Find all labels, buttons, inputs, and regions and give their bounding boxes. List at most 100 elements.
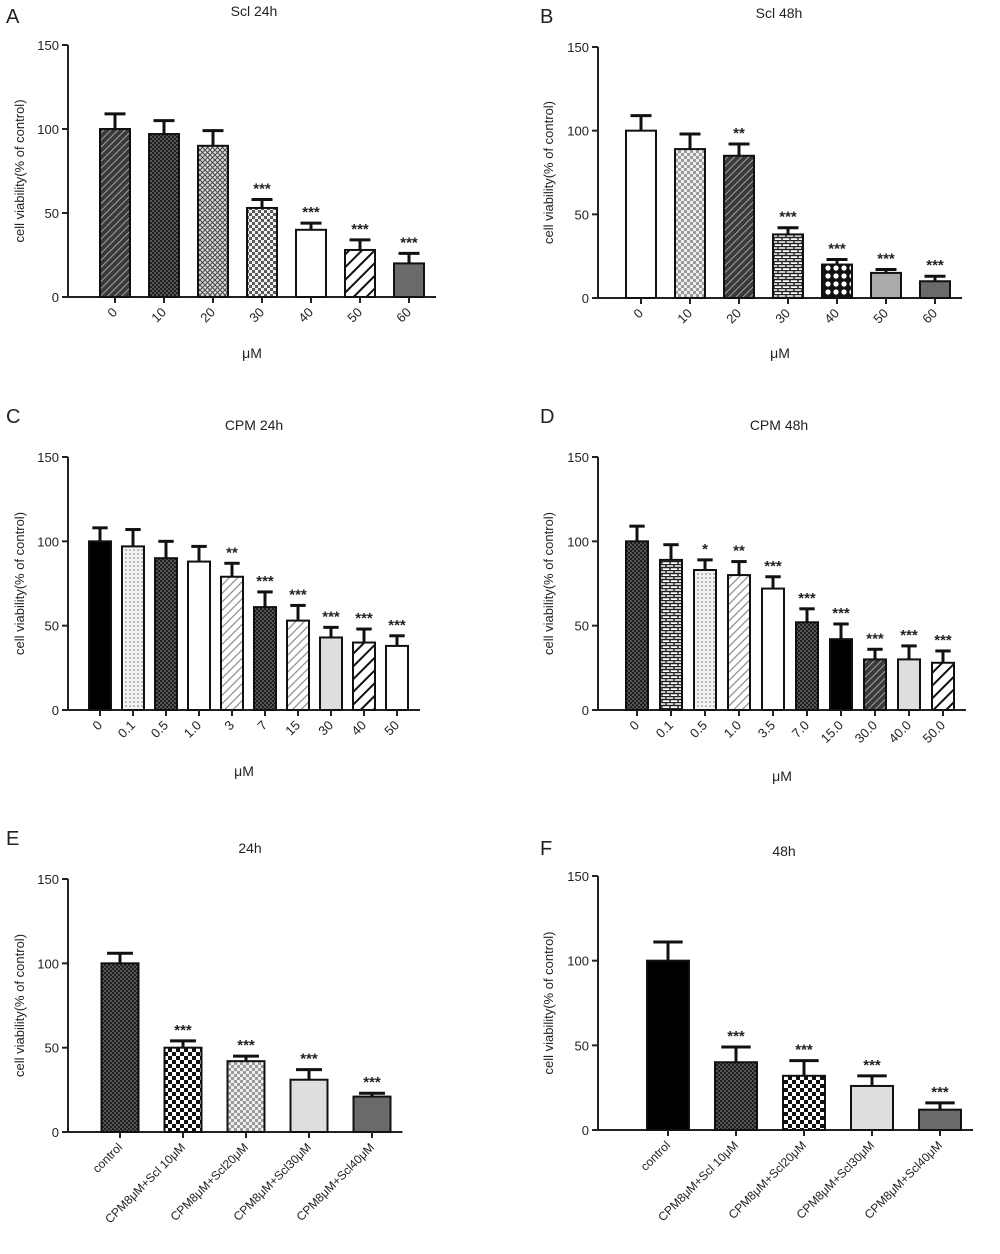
significance-label: ** xyxy=(733,543,745,560)
chart-title: Scl 24h xyxy=(231,3,278,19)
bar xyxy=(795,621,819,711)
bar xyxy=(88,540,112,711)
chart-title: 24h xyxy=(238,840,261,856)
x-tick-label: 50.0 xyxy=(920,718,949,747)
y-tick-label: 150 xyxy=(567,450,589,465)
x-tick-label: 50 xyxy=(381,718,402,739)
significance-label: ** xyxy=(226,544,238,561)
chart-panel-f: F 48h 0 50 100 150 cell viability(% of control… xyxy=(540,838,973,1224)
bar xyxy=(319,636,343,711)
bar xyxy=(659,558,683,711)
x-tick-label: 50 xyxy=(870,306,891,327)
significance-label: *** xyxy=(832,605,850,622)
bar xyxy=(100,962,140,1133)
significance-label: *** xyxy=(253,181,271,198)
y-tick-label: 0 xyxy=(52,290,59,305)
significance-label: *** xyxy=(289,586,307,603)
y-tick-label: 50 xyxy=(45,1041,59,1056)
bar xyxy=(163,1046,203,1133)
x-tick-label: 0 xyxy=(626,718,642,734)
significance-label: *** xyxy=(355,610,373,627)
significance-label: *** xyxy=(828,241,846,258)
x-tick-label: 3.5 xyxy=(755,718,778,741)
x-axis-label: μM xyxy=(772,768,792,784)
y-tick-label: 50 xyxy=(45,206,59,221)
x-tick-label: 0 xyxy=(630,306,646,322)
y-axis-label: cell viability(% of control) xyxy=(541,512,556,655)
bar xyxy=(918,1108,962,1132)
bar xyxy=(289,1078,329,1134)
chart-panel-d: D CPM 48h 0 50 100 150 cell viability(% of con… xyxy=(540,406,966,784)
x-tick-label: 30.0 xyxy=(852,718,881,747)
y-tick-label: 0 xyxy=(582,703,589,718)
bar xyxy=(352,641,376,711)
y-axis-label: cell viability(% of control) xyxy=(12,99,27,242)
x-tick-label: 30 xyxy=(772,306,793,327)
chart-title: 48h xyxy=(772,843,795,859)
significance-label: *** xyxy=(363,1074,381,1091)
y-tick-label: 100 xyxy=(567,124,589,139)
bar xyxy=(919,280,951,299)
bar xyxy=(761,587,785,711)
significance-label: ** xyxy=(733,125,745,142)
x-tick-label: 15.0 xyxy=(818,718,847,747)
significance-label: *** xyxy=(764,558,782,575)
significance-label: *** xyxy=(237,1037,255,1054)
bar xyxy=(246,206,278,299)
x-tick-label: 40 xyxy=(295,305,316,326)
x-tick-label: 40 xyxy=(348,718,369,739)
y-axis-label: cell viability(% of control) xyxy=(541,931,556,1074)
y-tick-label: 50 xyxy=(575,619,589,634)
x-tick-label: control xyxy=(90,1140,125,1175)
significance-label: *** xyxy=(926,257,944,274)
significance-label: *** xyxy=(322,608,340,625)
y-axis-label: cell viability(% of control) xyxy=(541,101,556,244)
x-axis-label: μM xyxy=(242,345,262,361)
y-axis-label: cell viability(% of control) xyxy=(12,934,27,1077)
chart-title: Scl 48h xyxy=(756,5,803,21)
significance-label: *** xyxy=(931,1084,949,1101)
x-tick-label: 0.1 xyxy=(115,718,138,741)
y-tick-label: 150 xyxy=(567,869,589,884)
significance-label: *** xyxy=(302,204,320,221)
x-axis-label: μM xyxy=(234,763,254,779)
bar xyxy=(286,619,310,712)
y-tick-label: 0 xyxy=(582,291,589,306)
chart-title: CPM 24h xyxy=(225,417,283,433)
bar xyxy=(829,638,853,711)
bar xyxy=(352,1095,392,1133)
bar xyxy=(625,129,657,299)
y-tick-label: 50 xyxy=(45,619,59,634)
y-tick-label: 50 xyxy=(575,207,589,222)
bar xyxy=(772,233,804,299)
panel-letter: D xyxy=(540,406,554,428)
x-axis-label: μM xyxy=(770,345,790,361)
bar xyxy=(220,575,244,712)
significance-label: *** xyxy=(779,209,797,226)
bar xyxy=(393,262,425,298)
bar xyxy=(148,133,180,298)
bar xyxy=(870,271,902,299)
panel-letter: E xyxy=(6,828,19,850)
x-tick-label: 10 xyxy=(148,305,169,326)
x-tick-label: 30 xyxy=(246,305,267,326)
x-tick-label: 20 xyxy=(197,305,218,326)
panel-letter: C xyxy=(6,406,20,428)
x-tick-label: 50 xyxy=(344,305,365,326)
bar xyxy=(385,644,409,712)
bar xyxy=(226,1060,266,1134)
bar xyxy=(850,1084,894,1132)
bar xyxy=(821,263,853,299)
y-axis-label: cell viability(% of control) xyxy=(12,512,27,655)
bar xyxy=(625,540,649,711)
bar xyxy=(154,557,178,712)
significance-label: *** xyxy=(795,1042,813,1059)
panel-letter: A xyxy=(6,6,20,28)
significance-label: *** xyxy=(727,1028,745,1045)
significance-label: *** xyxy=(351,221,369,238)
x-tick-label: 0.5 xyxy=(687,718,710,741)
significance-label: * xyxy=(702,541,708,558)
